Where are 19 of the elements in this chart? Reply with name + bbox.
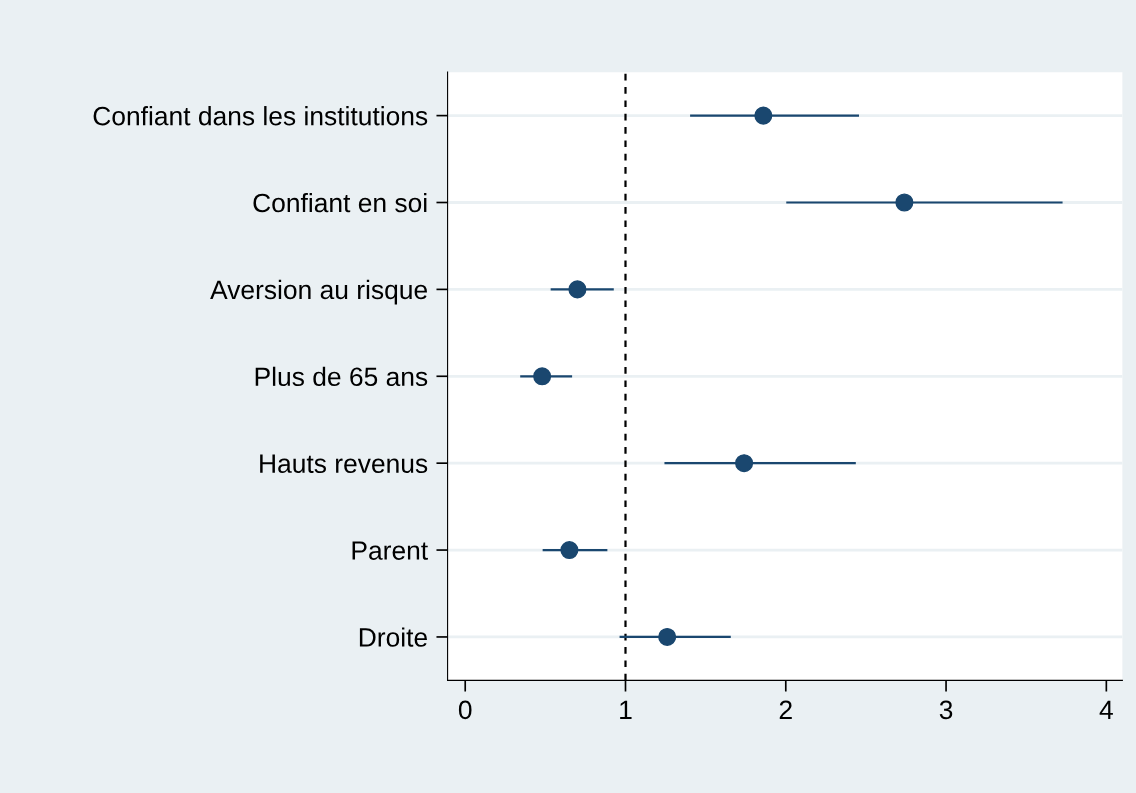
x-tick-label: 0 [458,700,472,720]
x-tick-label: 2 [779,700,792,719]
point [533,367,552,386]
x-tick-label: 1 [620,700,632,719]
point [895,193,914,212]
y-tick-label: Aversion au risque [210,279,427,305]
y-tick-label: Droite [359,627,427,647]
x-tick-label: 3 [939,700,953,720]
y-tick-label: Parent [352,541,428,560]
point [658,627,677,646]
point [735,454,754,473]
y-tick-label: Hauts revenus [260,454,428,473]
point [568,280,587,299]
point [754,106,773,125]
x-tick-label: 4 [1099,700,1113,719]
y-tick-label: Confiant dans les institutions [93,106,428,126]
y-tick-label: Plus de 65 ans [255,366,428,387]
point [560,541,579,560]
y-tick-label: Confiant en soi [253,192,427,213]
